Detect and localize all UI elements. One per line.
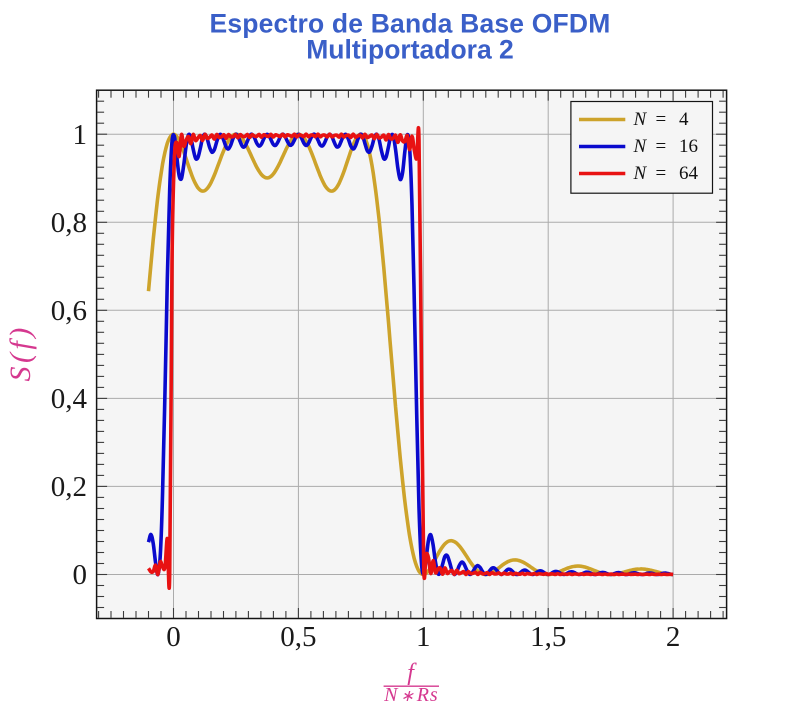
svg-text:N=16: N = 16 xyxy=(633,136,699,157)
svg-text:0,2: 0,2 xyxy=(51,471,87,503)
svg-text:1: 1 xyxy=(73,119,88,151)
svg-text:N ∗ Rs: N ∗ Rs xyxy=(383,684,438,706)
svg-text:0,8: 0,8 xyxy=(51,207,87,239)
svg-text:0: 0 xyxy=(166,621,181,653)
svg-text:1: 1 xyxy=(416,621,431,653)
svg-text:Multiportadora 2: Multiportadora 2 xyxy=(306,35,514,65)
svg-text:f: f xyxy=(407,660,417,686)
svg-text:0: 0 xyxy=(73,559,88,591)
svg-text:0,5: 0,5 xyxy=(280,621,316,653)
svg-text:1,5: 1,5 xyxy=(530,621,566,653)
svg-text:N=4: N = 4 xyxy=(633,109,690,130)
svg-text:2: 2 xyxy=(666,621,681,653)
svg-text:0,6: 0,6 xyxy=(51,295,87,327)
svg-text:N=64: N = 64 xyxy=(633,163,699,184)
svg-text:0,4: 0,4 xyxy=(51,383,88,415)
svg-text:S(f): S(f) xyxy=(4,324,37,381)
svg-text:Espectro de Banda Base OFDM: Espectro de Banda Base OFDM xyxy=(210,9,611,39)
